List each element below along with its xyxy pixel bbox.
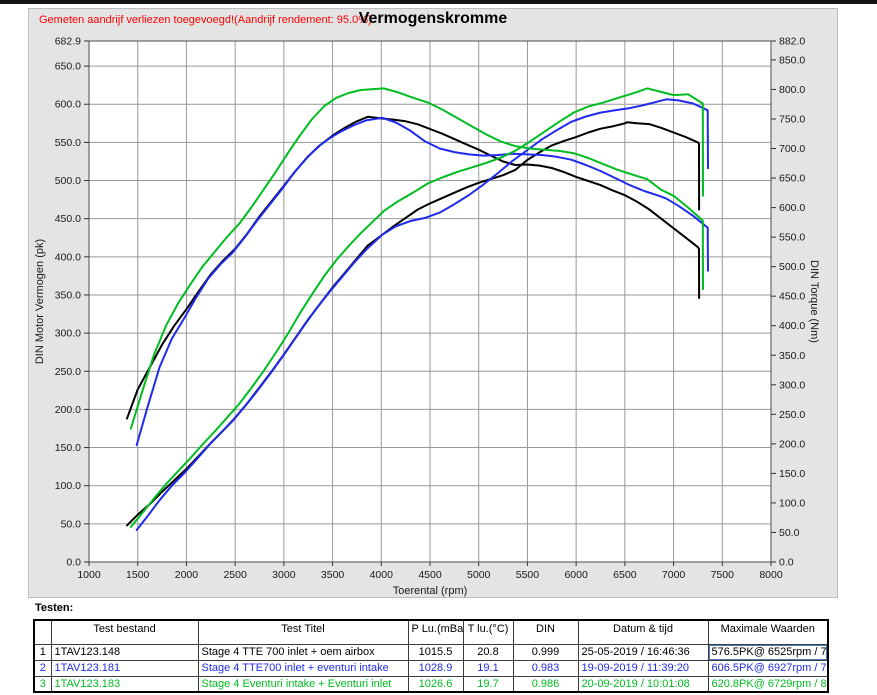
cell-max[interactable]: 620.8PK@ 6729rpm / 801.8Nm@ 4025rpm [707, 675, 829, 693]
cell-title[interactable]: Stage 4 TTE 700 inlet + oem airbox [197, 643, 409, 661]
cell-t_lu[interactable]: 20.8 [462, 643, 514, 661]
cell-din[interactable]: 0.986 [512, 675, 579, 693]
chart-title: Vermogenskromme [358, 10, 508, 27]
svg-text:650.0: 650.0 [55, 61, 81, 73]
dyno-chart-panel: Gemeten aandrijf verliezen toegevoegd!(A… [28, 8, 838, 598]
y-right-axis-title: DIN Torque (Nm) [808, 260, 820, 343]
svg-text:6500: 6500 [613, 569, 637, 581]
svg-text:50.0: 50.0 [61, 518, 82, 530]
svg-text:150.0: 150.0 [55, 442, 81, 454]
tests-table: Test bestand Test Titel P Lu.(mBar) T lu… [33, 619, 829, 693]
svg-text:0.0: 0.0 [66, 557, 81, 569]
cell-num[interactable]: 2 [33, 659, 52, 677]
svg-text:700.0: 700.0 [779, 143, 805, 155]
cell-file[interactable]: 1TAV123.148 [50, 643, 199, 661]
svg-text:450.0: 450.0 [779, 291, 805, 303]
cell-datum[interactable]: 20-09-2019 / 10:01:08 [577, 675, 709, 693]
svg-text:500.0: 500.0 [55, 175, 81, 187]
col-header-maximale-waarden: Maximale Waarden [707, 619, 829, 645]
svg-text:650.0: 650.0 [779, 173, 805, 185]
test-row-2[interactable]: 2 1TAV123.181 Stage 4 TTE700 inlet + event… [33, 659, 829, 677]
svg-text:300.0: 300.0 [779, 379, 805, 391]
svg-text:250.0: 250.0 [55, 366, 81, 378]
cell-num[interactable]: 3 [33, 675, 52, 693]
svg-text:5500: 5500 [516, 569, 540, 581]
svg-text:3500: 3500 [321, 569, 345, 581]
svg-text:1500: 1500 [126, 569, 150, 581]
svg-text:50.0: 50.0 [779, 527, 800, 539]
cell-p_lu[interactable]: 1015.5 [407, 643, 464, 661]
svg-text:250.0: 250.0 [779, 409, 805, 421]
svg-text:200.0: 200.0 [55, 404, 81, 416]
svg-text:7500: 7500 [711, 569, 735, 581]
cell-title[interactable]: Stage 4 Eventuri intake + Eventuri inlet [197, 675, 409, 693]
svg-text:7000: 7000 [662, 569, 686, 581]
cell-num[interactable]: 1 [33, 643, 52, 661]
cell-t_lu[interactable]: 19.1 [462, 659, 514, 677]
curve-test-3-torque-nm- [129, 87, 704, 430]
svg-text:8000: 8000 [759, 569, 783, 581]
cell-datum[interactable]: 19-09-2019 / 11:39:20 [577, 659, 709, 677]
svg-text:500.0: 500.0 [779, 261, 805, 273]
cell-p_lu[interactable]: 1026.6 [407, 675, 464, 693]
y-left-axis-title: DIN Motor Vermogen (pk) [34, 239, 46, 364]
svg-text:600.0: 600.0 [779, 202, 805, 214]
cell-din[interactable]: 0.983 [512, 659, 579, 677]
svg-text:400.0: 400.0 [779, 320, 805, 332]
test-row-3[interactable]: 3 1TAV123.183 Stage 4 Eventuri intake + Ev… [33, 675, 829, 693]
svg-text:5000: 5000 [467, 569, 491, 581]
svg-text:6000: 6000 [564, 569, 588, 581]
svg-text:150.0: 150.0 [779, 468, 805, 480]
svg-text:2500: 2500 [223, 569, 247, 581]
col-header-t-lu: T lu.(°C) [462, 619, 514, 645]
cell-din[interactable]: 0.999 [512, 643, 579, 661]
drivetrain-loss-warning: Gemeten aandrijf verliezen toegevoegd!(A… [39, 14, 372, 26]
col-header-test-titel: Test Titel [197, 619, 409, 645]
cell-t_lu[interactable]: 19.7 [462, 675, 514, 693]
tests-section-label: Testen: [35, 602, 74, 614]
svg-text:300.0: 300.0 [55, 328, 81, 340]
selected-cell[interactable]: 576.5PK@ 6525rpm / 753.6Nm@ 3863rpm [707, 643, 829, 661]
col-header-num [33, 619, 52, 645]
svg-text:4500: 4500 [418, 569, 442, 581]
cell-file[interactable]: 1TAV123.181 [50, 659, 199, 677]
cell-file[interactable]: 1TAV123.183 [50, 675, 199, 693]
x-axis-title: Toerental (rpm) [393, 585, 468, 597]
col-header-din: DIN [512, 619, 579, 645]
curve-test-3-power-pk- [129, 87, 704, 528]
curve-test-2-torque-nm- [135, 116, 709, 446]
svg-text:550.0: 550.0 [55, 137, 81, 149]
cell-title[interactable]: Stage 4 TTE700 inlet + eventuri intake [197, 659, 409, 677]
svg-text:350.0: 350.0 [55, 289, 81, 301]
svg-text:400.0: 400.0 [55, 251, 81, 263]
cell-p_lu[interactable]: 1028.9 [407, 659, 464, 677]
svg-text:550.0: 550.0 [779, 232, 805, 244]
curve-test-2-power-pk- [135, 98, 709, 531]
svg-text:100.0: 100.0 [779, 497, 805, 509]
window-top-border [0, 0, 877, 4]
svg-text:100.0: 100.0 [55, 480, 81, 492]
svg-text:2000: 2000 [175, 569, 199, 581]
col-header-datum-tijd: Datum & tijd [577, 619, 709, 645]
test-row-1[interactable]: 1 1TAV123.148 Stage 4 TTE 700 inlet + oem … [33, 643, 829, 661]
svg-text:682.9: 682.9 [55, 36, 81, 48]
svg-text:4000: 4000 [370, 569, 394, 581]
svg-text:882.0: 882.0 [779, 36, 805, 48]
cell-datum[interactable]: 25-05-2019 / 16:46:36 [577, 643, 709, 661]
svg-text:800.0: 800.0 [779, 84, 805, 96]
svg-text:600.0: 600.0 [55, 99, 81, 111]
tests-table-header-row: Test bestand Test Titel P Lu.(mBar) T lu… [33, 619, 829, 645]
svg-text:450.0: 450.0 [55, 213, 81, 225]
col-header-test-bestand: Test bestand [50, 619, 199, 645]
svg-text:3000: 3000 [272, 569, 296, 581]
svg-text:0.0: 0.0 [779, 557, 794, 569]
svg-text:350.0: 350.0 [779, 350, 805, 362]
col-header-p-lu: P Lu.(mBar) [407, 619, 464, 645]
svg-text:1000: 1000 [77, 569, 101, 581]
svg-text:750.0: 750.0 [779, 113, 805, 125]
svg-text:200.0: 200.0 [779, 438, 805, 450]
dyno-curve-chart: 0.0 50.0 100.0 150.0 200.0 250.0 300.0 350.0 400… [34, 36, 820, 598]
svg-text:850.0: 850.0 [779, 54, 805, 66]
cell-max[interactable]: 606.5PK@ 6927rpm / 752.0Nm@ 4010rpm [707, 659, 829, 677]
